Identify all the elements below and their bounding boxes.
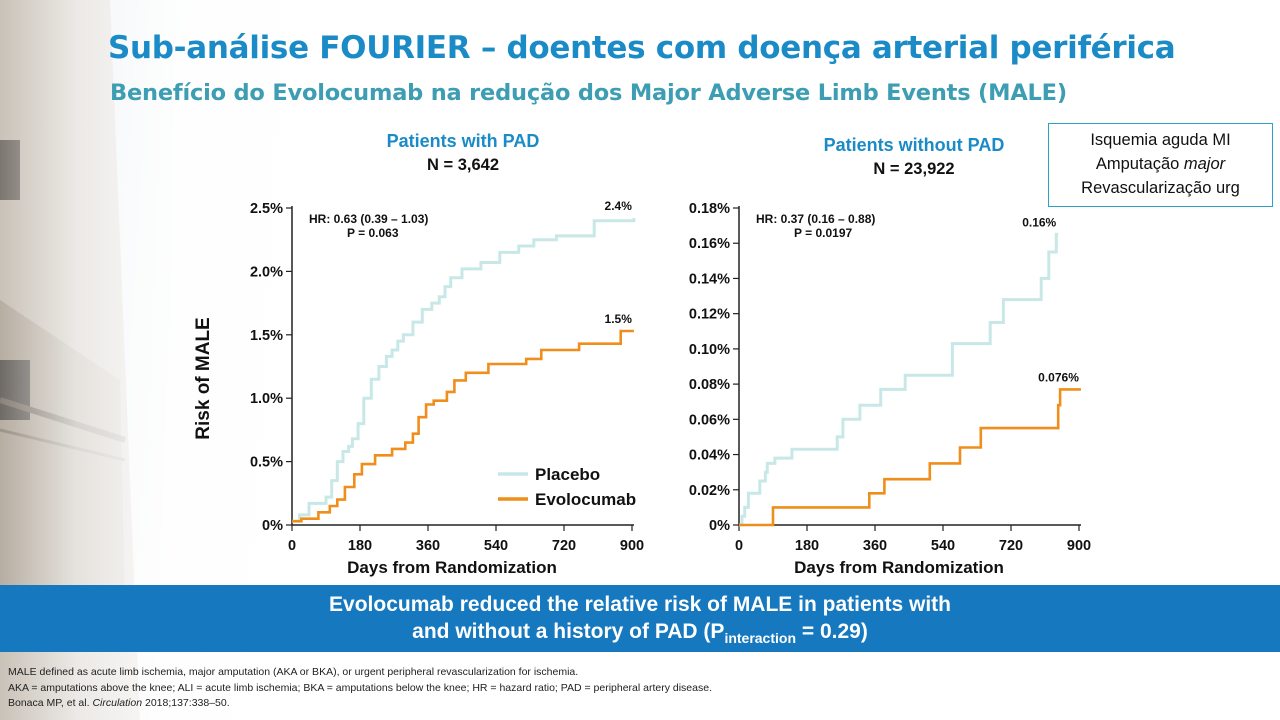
chart2-title: Patients without PAD xyxy=(823,135,1005,155)
banner-line2-pre: and without a history of PAD (P xyxy=(412,620,725,643)
chart1-title: Patients with PAD xyxy=(386,131,540,151)
chart1-x-axis-label: Days from Randomization xyxy=(347,558,557,577)
banner-line1: Evolocumab reduced the relative risk of … xyxy=(329,593,951,616)
chart1-y-tick-label: 0% xyxy=(262,518,283,534)
chart2-p-value-text: P = 0.0197 xyxy=(794,226,852,240)
chart2-y-tick-label: 0.06% xyxy=(689,412,730,428)
conclusion-banner: Evolocumab reduced the relative risk of … xyxy=(0,585,1280,652)
chart2-series-evolocumab xyxy=(739,388,1081,527)
box-line2-italic: major xyxy=(1183,155,1226,173)
chart1-legend-label-evolocumab: Evolocumab xyxy=(535,490,636,509)
chart2-y-tick-label: 0.04% xyxy=(689,448,730,464)
chart1-y-tick-label: 2.0% xyxy=(250,264,283,280)
box-line2-text: Amputação xyxy=(1095,155,1184,173)
chart2-x-tick-label: 720 xyxy=(999,538,1023,554)
footnote-3: Bonaca MP, et al. Circulation 2018;137:3… xyxy=(8,696,712,712)
chart2-y-tick-label: 0.02% xyxy=(689,483,730,499)
chart-no-pad: 0% 0.02% 0.04% 0.06% 0.08% 0.10% 0.12% 0.14% 0.1… xyxy=(689,201,1091,577)
chart1-x-tick-label: 180 xyxy=(348,538,372,554)
chart1-legend-label-placebo: Placebo xyxy=(535,465,600,484)
chart1-n: N = 3,642 xyxy=(426,156,499,174)
chart1-series-placebo xyxy=(292,218,636,523)
chart2-end-label-evolocumab: 0.076% xyxy=(1038,370,1079,384)
chart1-end-label-evolocumab: 1.5% xyxy=(605,312,633,326)
chart1-x-tick-label: 720 xyxy=(552,538,576,554)
chart2-y-tick-label: 0% xyxy=(709,518,730,534)
box-line1: Isquemia aguda MI xyxy=(1090,131,1231,149)
chart2-y-tick-label: 0.18% xyxy=(689,201,730,217)
chart1-end-label-placebo: 2.4% xyxy=(605,199,633,213)
chart1-y-tick-label: 1.5% xyxy=(250,328,283,344)
chart2-x-tick-label: 0 xyxy=(735,538,743,554)
chart2-y-tick-label: 0.12% xyxy=(689,307,730,323)
chart2-x-axis-label: Days from Randomization xyxy=(794,558,1004,577)
footnotes: MALE defined as acute limb ischemia, maj… xyxy=(8,665,712,712)
male-definition-box: Isquemia aguda MI Amputação major Revasc… xyxy=(1048,123,1273,207)
banner-line2-post: = 0.29) xyxy=(796,620,868,643)
chart2-x-tick-label: 360 xyxy=(863,538,887,554)
chart1-x-tick-label: 360 xyxy=(416,538,440,554)
chart1-y-tick-label: 0.5% xyxy=(250,455,283,471)
chart2-y-tick-label: 0.14% xyxy=(689,271,730,287)
chart1-y-axis-label: Risk of MALE xyxy=(193,317,214,439)
box-line2: Amputação major xyxy=(1049,152,1272,176)
chart2-hr-text: HR: 0.37 (0.16 – 0.88) xyxy=(756,212,875,226)
chart2-series-placebo xyxy=(739,232,1059,527)
chart2-x-tick-label: 900 xyxy=(1067,538,1091,554)
chart2-y-tick-label: 0.08% xyxy=(689,377,730,393)
chart2-x-tick-label: 540 xyxy=(931,538,955,554)
footnote-1: MALE defined as acute limb ischemia, maj… xyxy=(8,666,579,678)
chart1-y-tick-label: 1.0% xyxy=(250,391,283,407)
chart1-x-tick-label: 540 xyxy=(484,538,508,554)
chart2-end-label-placebo: 0.16% xyxy=(1022,215,1056,229)
chart1-hr-text: HR: 0.63 (0.39 – 1.03) xyxy=(309,212,428,226)
slide-subtitle: Benefício do Evolocumab na redução dos M… xyxy=(110,80,1067,106)
chart2-y-tick-label: 0.10% xyxy=(689,342,730,358)
chart1-series-evolocumab xyxy=(292,329,634,523)
chart1-x-tick-label: 0 xyxy=(288,538,296,554)
box-line3: Revascularização urg xyxy=(1081,179,1240,197)
banner-line2: and without a history of PAD (Pinteracti… xyxy=(0,618,1280,645)
footnote-3-post: 2018;137:338–50. xyxy=(142,697,230,709)
footnote-3-journal: Circulation xyxy=(92,697,143,709)
chart1-x-tick-label: 900 xyxy=(620,538,644,554)
chart2-y-tick-label: 0.16% xyxy=(689,236,730,252)
footnote-3-pre: Bonaca MP, et al. xyxy=(8,697,93,709)
banner-line2-sub: interaction xyxy=(724,630,797,646)
slide-title: Sub-análise FOURIER – doentes com doença… xyxy=(108,30,1176,66)
chart-pad: 0% 0.5% 1.0% 1.5% 2.0% 2.5% 0 180 360 540 720 900 Da… xyxy=(193,199,644,577)
chart1-p-value-text: P = 0.063 xyxy=(347,226,399,240)
chart2-n: N = 23,922 xyxy=(873,160,955,178)
chart2-x-tick-label: 180 xyxy=(795,538,819,554)
chart1-y-tick-label: 2.5% xyxy=(250,201,283,217)
footnote-2: AKA = amputations above the knee; ALI = … xyxy=(8,681,712,694)
